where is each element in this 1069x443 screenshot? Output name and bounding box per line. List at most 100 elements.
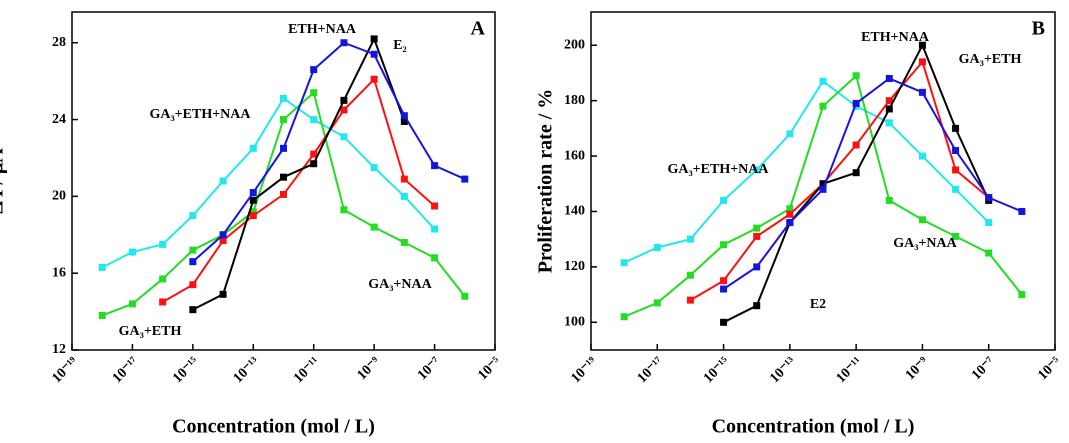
data-point: [753, 263, 761, 271]
x-tick-label: 10⁻¹⁹: [568, 354, 600, 386]
data-point: [249, 212, 257, 220]
series-line: [689, 59, 990, 301]
y-tick-label: 160: [564, 148, 585, 163]
data-point: [159, 275, 167, 283]
series-label: GA₃+ETH+NAA: [149, 107, 251, 122]
series-line: [723, 77, 1023, 290]
data-point: [720, 285, 728, 293]
data-point: [219, 290, 227, 298]
data-point: [753, 224, 761, 232]
x-tick-label: 10⁻⁵: [1035, 354, 1064, 383]
data-point: [310, 66, 318, 74]
data-point: [852, 169, 860, 177]
data-point: [918, 152, 926, 160]
y-tick-label: 120: [564, 259, 585, 274]
data-point: [370, 164, 378, 172]
data-point: [620, 259, 628, 267]
data-point: [918, 88, 926, 96]
data-point: [189, 306, 197, 314]
data-point: [620, 313, 628, 321]
data-point: [753, 166, 761, 174]
data-point: [952, 147, 960, 155]
y-tick-label: 140: [564, 204, 585, 219]
data-point: [720, 241, 728, 249]
data-point: [819, 180, 827, 188]
series-label: ETH+NAA: [861, 30, 930, 45]
data-point: [952, 166, 960, 174]
data-point: [918, 41, 926, 49]
x-tick-label: 10⁻⁷: [415, 354, 444, 383]
y-axis-title: Proliferation rate / %: [535, 89, 557, 274]
data-point: [400, 175, 408, 183]
x-tick-label: 10⁻⁷: [969, 354, 998, 383]
data-point: [280, 190, 287, 198]
data-point: [461, 175, 469, 183]
data-point: [159, 240, 167, 248]
series-label: E2: [810, 297, 826, 312]
y-tick-label: 24: [52, 112, 66, 127]
data-point: [852, 72, 860, 80]
data-point: [686, 296, 694, 304]
data-point: [128, 248, 136, 256]
data-point: [819, 77, 827, 85]
data-point: [400, 192, 408, 200]
data-point: [128, 300, 136, 308]
data-point: [653, 299, 661, 307]
data-point: [400, 238, 408, 246]
y-tick-label: 100: [564, 315, 585, 330]
series-line: [192, 36, 406, 311]
x-axis-title: Concentration (mol / L): [712, 416, 915, 438]
data-point: [918, 216, 926, 224]
data-point: [249, 189, 257, 197]
series-label: GA₃+NAA: [893, 236, 957, 251]
x-tick-label: 10⁻⁹: [903, 354, 932, 383]
data-point: [885, 196, 893, 204]
data-point: [952, 124, 960, 132]
x-tick-label: 10⁻¹⁷: [110, 354, 142, 386]
data-point: [852, 141, 860, 149]
data-point: [952, 232, 960, 240]
data-point: [720, 196, 728, 204]
series-label: GA₃+ETH+NAA: [667, 162, 769, 177]
series-line: [162, 77, 436, 303]
x-tick-label: 10⁻⁹: [355, 354, 384, 383]
data-point: [720, 277, 728, 285]
data-point: [280, 144, 287, 152]
data-point: [98, 311, 106, 319]
x-tick-label: 10⁻¹⁵: [701, 354, 733, 386]
data-point: [340, 39, 348, 47]
x-tick-label: 10⁻¹¹: [834, 354, 866, 386]
data-point: [219, 231, 227, 239]
data-point: [819, 102, 827, 110]
data-point: [370, 75, 378, 83]
data-point: [310, 150, 318, 158]
y-tick-label: 180: [564, 93, 585, 108]
data-point: [431, 254, 439, 262]
data-point: [280, 116, 287, 124]
data-point: [189, 246, 197, 254]
data-point: [885, 105, 893, 113]
panel-label: B: [1032, 18, 1045, 40]
data-point: [159, 298, 167, 306]
data-point: [885, 97, 893, 105]
data-point: [885, 119, 893, 127]
y-tick-label: 16: [52, 265, 66, 280]
data-point: [189, 258, 197, 266]
data-point: [985, 249, 993, 257]
data-point: [952, 185, 960, 193]
data-point: [819, 185, 827, 193]
series-line: [623, 79, 990, 264]
series-line: [192, 41, 466, 263]
plot-frame: [590, 11, 1056, 351]
data-point: [310, 89, 318, 97]
data-point: [310, 116, 318, 124]
data-point: [918, 58, 926, 66]
data-point: [340, 133, 348, 141]
series-label: GA₃+ETH: [119, 324, 182, 339]
data-point: [461, 292, 469, 300]
data-point: [686, 271, 694, 279]
data-point: [249, 208, 257, 216]
series-label: GA₃+ETH: [959, 52, 1022, 67]
data-point: [189, 281, 197, 289]
data-point: [885, 74, 893, 82]
